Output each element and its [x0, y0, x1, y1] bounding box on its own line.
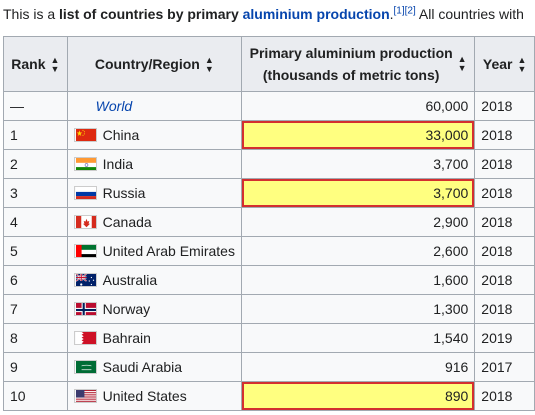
year-cell: 2018 [474, 149, 535, 179]
country-cell: United States [66, 381, 242, 411]
production-header[interactable]: Primary aluminium production (thousands … [240, 36, 476, 92]
table-row: 1 China 33,000 2018 [3, 120, 535, 150]
table-row: 8 Bahrain 1,540 2019 [3, 323, 535, 353]
country-name: Canada [102, 214, 152, 230]
year-cell: 2018 [474, 294, 535, 324]
rank-header[interactable]: Rank ▲ ▼ [3, 36, 68, 92]
year-header[interactable]: Year ▲ ▼ [474, 36, 535, 92]
year-cell: 2018 [474, 265, 535, 295]
usa-flag-icon [73, 389, 97, 403]
country-name: India [102, 156, 134, 172]
table-row: 9 Saudi Arabia 916 2017 [3, 352, 535, 382]
table-row: 4 Canada 2,900 2018 [3, 207, 535, 237]
norway-flag-icon [73, 302, 97, 316]
year-cell: 2018 [474, 207, 535, 237]
highlighted-production-cell: 890 [240, 381, 476, 411]
country-cell: India [66, 149, 242, 179]
table-row: 10 United States 890 2018 [3, 381, 535, 411]
rank-cell: 6 [3, 265, 68, 295]
rank-cell: — [3, 91, 68, 121]
year-cell: 2018 [474, 120, 535, 150]
country-cell: Russia [66, 178, 242, 208]
country-name: China [102, 127, 140, 143]
country-cell: Bahrain [66, 323, 242, 353]
production-header-line2: (thousands of metric tons) [262, 67, 440, 83]
production-cell: 3,700 [240, 149, 476, 179]
sort-icon[interactable]: ▲ ▼ [50, 55, 60, 75]
country-cell: China [66, 120, 242, 150]
sort-icon[interactable]: ▲ ▼ [517, 55, 527, 75]
production-cell: 916 [240, 352, 476, 382]
year-cell: 2018 [474, 178, 535, 208]
country-name: Australia [102, 272, 158, 288]
table-row: — World 60,000 2018 [3, 91, 535, 121]
india-flag-icon [73, 157, 97, 171]
intro-text: This is a list of countries by primary a… [3, 5, 524, 23]
production-cell: 1,600 [240, 265, 476, 295]
table-row: 6 Australia 1,600 2018 [3, 265, 535, 295]
canada-flag-icon [73, 215, 97, 229]
uae-flag-icon [73, 244, 97, 258]
intro-prefix: This is a [3, 6, 60, 22]
country-name: Norway [102, 301, 151, 317]
sort-icon[interactable]: ▲ ▼ [457, 54, 467, 73]
rank-cell: 10 [3, 381, 68, 411]
year-cell: 2019 [474, 323, 535, 353]
country-cell: United Arab Emirates [66, 236, 242, 266]
table-row: 3 Russia 3,700 2018 [3, 178, 535, 208]
production-cell: 2,600 [240, 236, 476, 266]
year-cell: 2018 [474, 381, 535, 411]
production-cell: 1,540 [240, 323, 476, 353]
intro-period: . [389, 6, 394, 22]
rank-cell: 8 [3, 323, 68, 353]
year-cell: 2018 [474, 236, 535, 266]
china-flag-icon [73, 128, 97, 142]
country-header-label: Country/Region [94, 56, 200, 72]
reference-links[interactable]: [1][2] [393, 5, 416, 17]
country-cell: Australia [66, 265, 242, 295]
intro-bold: list of countries by primary [59, 6, 243, 22]
country-name: United Arab Emirates [102, 243, 235, 259]
rank-cell: 3 [3, 178, 68, 208]
sort-icon[interactable]: ▲ ▼ [204, 55, 214, 75]
rank-cell: 2 [3, 149, 68, 179]
table-row: 2 India 3,700 2018 [3, 149, 535, 179]
table-row: 7 Norway 1,300 2018 [3, 294, 535, 324]
country-name: Bahrain [102, 330, 151, 346]
production-cell: 1,300 [240, 294, 476, 324]
rank-cell: 9 [3, 352, 68, 382]
production-table: Rank ▲ ▼ Country/Region ▲ ▼ Primary aluminiu… [3, 36, 535, 411]
production-header-line1: Primary aluminium production [249, 45, 453, 61]
highlighted-production-cell: 33,000 [240, 120, 476, 150]
rank-header-label: Rank [11, 56, 46, 72]
rank-cell: 4 [3, 207, 68, 237]
year-cell: 2017 [474, 352, 535, 382]
rank-cell: 1 [3, 120, 68, 150]
table-row: 5 United Arab Emirates 2,600 2018 [3, 236, 535, 266]
country-cell: Canada [66, 207, 242, 237]
production-cell: 60,000 [240, 91, 476, 121]
year-header-label: Year [482, 56, 513, 72]
rank-cell: 5 [3, 236, 68, 266]
rank-cell: 7 [3, 294, 68, 324]
country-name: Russia [102, 185, 146, 201]
bahrain-flag-icon [73, 331, 97, 345]
world-link[interactable]: World [66, 91, 242, 121]
country-name: Saudi Arabia [102, 359, 183, 375]
production-cell: 2,900 [240, 207, 476, 237]
highlighted-production-cell: 3,700 [240, 178, 476, 208]
country-cell: Saudi Arabia [66, 352, 242, 382]
intro-suffix: All countries with [415, 6, 524, 22]
country-name: United States [102, 388, 187, 404]
country-header[interactable]: Country/Region ▲ ▼ [66, 36, 242, 92]
russia-flag-icon [73, 186, 97, 200]
header-row: Rank ▲ ▼ Country/Region ▲ ▼ Primary aluminiu… [3, 36, 535, 92]
saudi-arabia-flag-icon [73, 360, 97, 374]
aluminium-production-link[interactable]: aluminium production [242, 6, 390, 22]
australia-flag-icon [73, 273, 97, 287]
year-cell: 2018 [474, 91, 535, 121]
country-cell: Norway [66, 294, 242, 324]
